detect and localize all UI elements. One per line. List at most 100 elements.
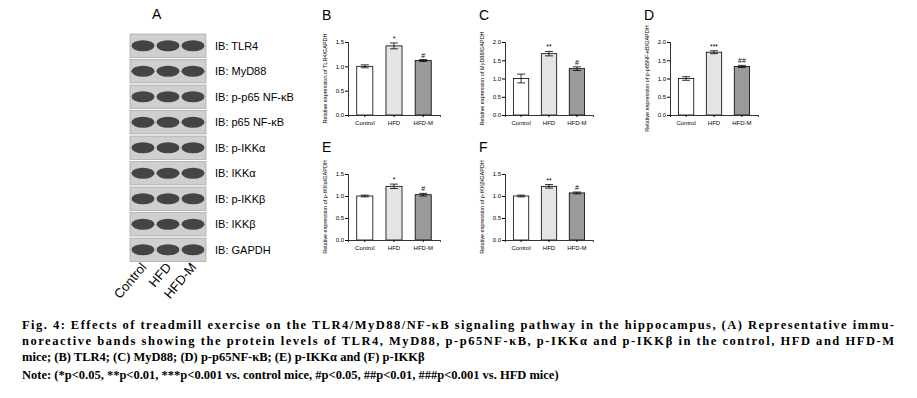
y-axis-title: Relative expression of p-IKKα/GAPDH bbox=[322, 160, 328, 254]
x-tick: HFD bbox=[543, 240, 556, 251]
y-tick: 0.0 bbox=[493, 112, 505, 118]
x-axis: ControlHFDHFD-M bbox=[671, 115, 759, 126]
significance-mark: ## bbox=[738, 57, 746, 64]
significance-mark: # bbox=[421, 52, 425, 59]
tick-label: 0.0 bbox=[336, 237, 345, 243]
tick-label: 1.5 bbox=[493, 171, 502, 177]
error-bar bbox=[545, 51, 553, 55]
error-bar bbox=[419, 60, 427, 62]
tick-mark bbox=[686, 115, 687, 117]
blot-band bbox=[132, 193, 155, 204]
x-tick: HFD-M bbox=[567, 240, 586, 251]
tick-mark bbox=[394, 115, 395, 117]
tick-mark bbox=[741, 115, 742, 117]
tick-mark bbox=[364, 115, 365, 117]
bar bbox=[734, 66, 749, 115]
plot-area bbox=[357, 43, 431, 115]
y-tick: 1.0 bbox=[336, 64, 348, 70]
bar bbox=[386, 186, 402, 240]
significance-mark: # bbox=[421, 185, 425, 192]
caption-line: noreactive bands showing the protein lev… bbox=[22, 334, 894, 348]
tick-mark bbox=[502, 174, 505, 175]
bar bbox=[357, 66, 373, 115]
plot-area bbox=[513, 185, 584, 240]
tick-label: HFD-M bbox=[567, 120, 586, 126]
y-axis: 0.00.51.01.52.0 bbox=[493, 39, 506, 118]
tick-label: 1.5 bbox=[658, 58, 667, 64]
y-tick: 1.0 bbox=[493, 76, 505, 82]
bar-chart: F**#0.00.51.01.5ControlHFDHFD-MRelative … bbox=[479, 139, 594, 254]
y-tick: 0.5 bbox=[493, 94, 505, 100]
x-tick: Control bbox=[676, 115, 695, 126]
blot-label: IB: TLR4 bbox=[215, 40, 258, 52]
tick-label: 1.5 bbox=[336, 171, 345, 177]
blot-band bbox=[132, 117, 155, 128]
tick-label: 0.5 bbox=[658, 94, 667, 100]
tick-label: 2.0 bbox=[658, 39, 667, 45]
axis-line bbox=[345, 175, 349, 241]
y-axis-title: Relative expression of p-IKKβ/GAPDH bbox=[479, 160, 485, 254]
blot-band bbox=[182, 40, 205, 51]
blot-label: IB: MyD88 bbox=[215, 65, 266, 77]
blot-strip bbox=[130, 162, 206, 186]
y-tick: 2.0 bbox=[658, 39, 670, 45]
significance-mark: ** bbox=[546, 177, 552, 184]
tick-mark bbox=[667, 79, 670, 80]
blot-band bbox=[157, 142, 180, 153]
blot-strip bbox=[130, 187, 206, 211]
blot-strip bbox=[130, 60, 206, 84]
tick-mark bbox=[345, 196, 348, 197]
x-tick: HFD-M bbox=[732, 115, 751, 126]
blot-band bbox=[182, 91, 205, 102]
error-bar bbox=[682, 77, 690, 81]
x-axis: ControlHFDHFD-M bbox=[349, 240, 441, 251]
tick-mark bbox=[345, 115, 348, 116]
bar bbox=[678, 79, 693, 116]
significance-mark: * bbox=[393, 176, 396, 183]
panel-label: B bbox=[322, 7, 331, 23]
error-bar bbox=[545, 185, 553, 189]
tick-label: HFD-M bbox=[732, 120, 751, 126]
blot-band bbox=[157, 193, 180, 204]
bar bbox=[415, 60, 431, 115]
tick-label: 1.5 bbox=[493, 58, 502, 64]
bar bbox=[513, 79, 528, 116]
x-tick: HFD bbox=[388, 240, 401, 251]
tick-mark bbox=[345, 91, 348, 92]
tick-label: 1.5 bbox=[336, 39, 345, 45]
tick-label: 0.5 bbox=[493, 94, 502, 100]
blot-band bbox=[182, 219, 205, 230]
y-axis-title: Relative expression of MyD88/GAPDH bbox=[479, 31, 485, 125]
blot-band bbox=[132, 168, 155, 179]
blot-band bbox=[157, 40, 180, 51]
tick-label: HFD bbox=[388, 245, 401, 251]
tick-mark bbox=[345, 174, 348, 175]
y-tick: 1.0 bbox=[493, 193, 505, 199]
x-tick: HFD bbox=[543, 115, 556, 126]
y-tick: 0.0 bbox=[336, 237, 348, 243]
bar-chart: C**#0.00.51.01.52.0ControlHFDHFD-MRelati… bbox=[479, 7, 594, 126]
y-axis: 0.00.51.01.52.0 bbox=[658, 39, 671, 118]
bar bbox=[569, 193, 584, 240]
bar bbox=[357, 196, 373, 240]
tick-label: 0.0 bbox=[493, 237, 502, 243]
blot-band bbox=[157, 244, 180, 255]
error-bar bbox=[517, 74, 525, 83]
error-bar bbox=[517, 195, 525, 197]
bar bbox=[569, 69, 584, 115]
blot-strip bbox=[130, 136, 206, 160]
bar bbox=[513, 196, 528, 240]
blot-label: IB: IKKβ bbox=[215, 218, 256, 230]
error-bar bbox=[390, 43, 398, 49]
axis-line bbox=[667, 43, 671, 116]
x-tick: Control bbox=[355, 240, 374, 251]
blot-band bbox=[157, 168, 180, 179]
blot-band bbox=[182, 168, 205, 179]
tick-mark bbox=[667, 42, 670, 43]
y-tick: 0.0 bbox=[336, 112, 348, 118]
plot-area bbox=[678, 51, 749, 115]
blot-band bbox=[157, 66, 180, 77]
tick-label: 0.5 bbox=[493, 215, 502, 221]
axis-line bbox=[502, 43, 506, 116]
tick-mark bbox=[345, 218, 348, 219]
